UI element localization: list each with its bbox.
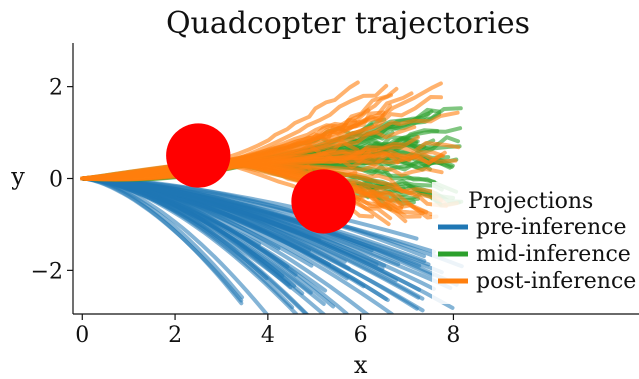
- x-tick-label: 4: [261, 323, 275, 348]
- y-tick-label: 2: [49, 76, 63, 101]
- legend: Projections pre-inferencemid-inferencepo…: [432, 182, 636, 304]
- legend-label: mid-inference: [476, 242, 631, 267]
- x-tick-label: 6: [354, 323, 368, 348]
- trajectory-layer: [80, 80, 464, 314]
- obstacle-layer: [166, 123, 356, 234]
- legend-label: pre-inference: [476, 215, 626, 240]
- y-tick-label: 0: [49, 168, 63, 193]
- trajectory-line: [80, 176, 298, 277]
- y-axis-label: y: [10, 163, 25, 191]
- legend-title: Projections: [468, 189, 593, 214]
- x-tick-label: 8: [446, 323, 460, 348]
- y-tick-label: −2: [31, 259, 63, 284]
- trajectory-line: [80, 176, 269, 314]
- trajectory-line: [80, 141, 461, 181]
- trajectory-line: [80, 113, 385, 181]
- x-axis-label: x: [354, 351, 368, 379]
- chart-title: Quadcopter trajectories: [166, 6, 530, 41]
- obstacle-circle: [291, 169, 356, 234]
- legend-background: [432, 182, 632, 304]
- tick-layer: 0 2 4 6 8 −2 0 2: [31, 76, 461, 348]
- obstacle-circle: [166, 123, 231, 188]
- legend-label: post-inference: [476, 269, 636, 294]
- x-tick-label: 2: [168, 323, 182, 348]
- series-pre-inference: [80, 176, 464, 314]
- x-tick-label: 0: [75, 323, 89, 348]
- trajectory-line: [80, 176, 310, 314]
